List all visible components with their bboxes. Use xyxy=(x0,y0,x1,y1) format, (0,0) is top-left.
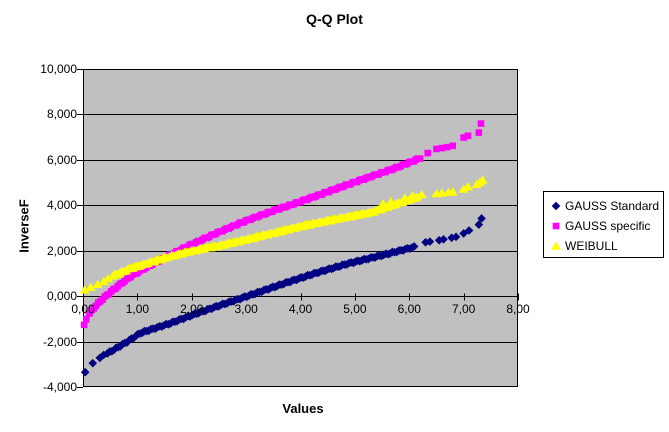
diamond-glyph xyxy=(551,201,561,211)
legend-item-gauss-standard: GAUSS Standard xyxy=(550,196,663,216)
y-tick-label: 10,000 xyxy=(40,62,77,76)
diamond-marker-icon xyxy=(551,201,561,211)
legend-label: GAUSS Standard xyxy=(565,199,660,213)
x-tick-label: 1,00 xyxy=(125,302,150,317)
legend-label: GAUSS specific xyxy=(565,219,651,233)
x-tick-label: 5,00 xyxy=(343,302,367,317)
x-tick-label: 4,00 xyxy=(288,302,313,317)
legend-item-gauss-specific: GAUSS specific xyxy=(550,216,663,236)
chart-title: Q-Q Plot xyxy=(306,11,363,27)
x-tick-label: 8,00 xyxy=(506,302,530,317)
triangle-marker-icon xyxy=(551,241,561,250)
y-tick-label: 6,000 xyxy=(46,152,77,167)
triangle-glyph xyxy=(551,241,561,250)
square-marker-icon xyxy=(552,222,560,230)
series-weibull xyxy=(79,175,488,294)
x-tick-label: 2,00 xyxy=(180,302,204,317)
legend-item-weibull: WEIBULL xyxy=(550,236,663,256)
y-tick-label: 0,000 xyxy=(46,289,77,304)
x-tick-label: 3,00 xyxy=(234,302,258,317)
series-gauss-specific xyxy=(80,120,485,329)
legend: GAUSS Standard GAUSS specific WEIBULL xyxy=(543,191,664,258)
x-tick-label: 6,00 xyxy=(397,302,421,317)
series-gauss-standard xyxy=(80,214,486,377)
y-tick-label: -4,000 xyxy=(42,380,77,394)
x-tick-label: 0,00 xyxy=(71,302,95,317)
x-axis-title: Values xyxy=(282,401,324,416)
legend-label: WEIBULL xyxy=(565,239,618,253)
y-tick-label: 4,000 xyxy=(46,198,77,213)
y-tick-label: 2,000 xyxy=(46,243,77,258)
y-tick-label: 8,000 xyxy=(46,107,77,122)
y-tick-label: -2,000 xyxy=(42,334,77,349)
square-glyph xyxy=(552,222,560,230)
plot-area xyxy=(77,69,519,388)
x-tick-label: 7,00 xyxy=(451,302,476,317)
